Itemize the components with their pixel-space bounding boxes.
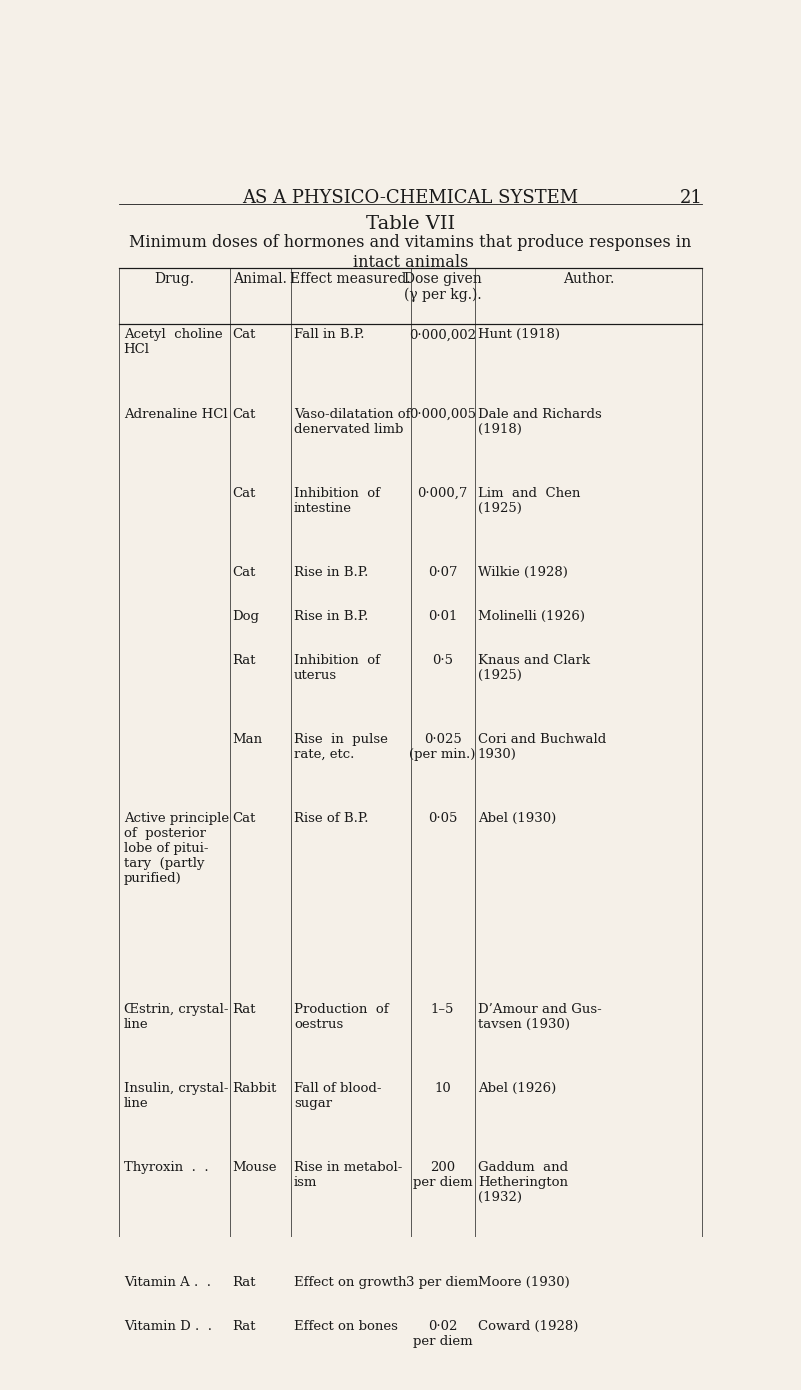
Text: Cat: Cat [233,566,256,580]
Text: Gaddum  and
Hetherington
(1932): Gaddum and Hetherington (1932) [478,1161,568,1204]
Text: Knaus and Clark
(1925): Knaus and Clark (1925) [478,653,590,681]
Text: 0·000,7: 0·000,7 [417,486,468,500]
Text: Rat: Rat [233,1319,256,1333]
Text: 3 per diem: 3 per diem [406,1276,479,1289]
Text: Effect measured.: Effect measured. [291,271,411,286]
Text: Adrenaline HCl: Adrenaline HCl [123,407,227,421]
Text: 21: 21 [679,189,702,207]
Text: Production  of
oestrus: Production of oestrus [294,1002,388,1031]
Text: 0·000,005: 0·000,005 [409,407,476,421]
Text: Vaso-dilatation of
denervated limb: Vaso-dilatation of denervated limb [294,407,410,435]
Text: Man: Man [233,733,263,746]
Text: Vitamin D .  .: Vitamin D . . [123,1319,211,1333]
Text: Inhibition  of
uterus: Inhibition of uterus [294,653,380,681]
Text: Rise  in  pulse
rate, etc.: Rise in pulse rate, etc. [294,733,388,760]
Text: Abel (1930): Abel (1930) [478,812,556,826]
Text: Wilkie (1928): Wilkie (1928) [478,566,568,580]
Text: 1–5: 1–5 [431,1002,454,1016]
Text: 0·5: 0·5 [432,653,453,667]
Text: Drug.: Drug. [154,271,194,286]
Text: 0·07: 0·07 [428,566,457,580]
Text: Rise in B.P.: Rise in B.P. [294,566,368,580]
Text: Fall of blood-
sugar: Fall of blood- sugar [294,1081,381,1109]
Text: Mouse: Mouse [233,1161,277,1175]
Text: 0·02
per diem: 0·02 per diem [413,1319,473,1347]
Text: Rise in B.P.: Rise in B.P. [294,610,368,623]
Text: Rat: Rat [233,653,256,667]
Text: Insulin, crystal-
line: Insulin, crystal- line [123,1081,228,1109]
Text: Minimum doses of hormones and vitamins that produce responses in
intact animals: Minimum doses of hormones and vitamins t… [129,235,692,271]
Text: 0·01: 0·01 [428,610,457,623]
Text: 10: 10 [434,1081,451,1095]
Text: Dose given
(γ per kg.).: Dose given (γ per kg.). [404,271,481,303]
Text: Rat: Rat [233,1276,256,1289]
Text: Dog: Dog [233,610,260,623]
Text: Cat: Cat [233,812,256,826]
Text: AS A PHYSICO-CHEMICAL SYSTEM: AS A PHYSICO-CHEMICAL SYSTEM [243,189,578,207]
Text: Cat: Cat [233,407,256,421]
Text: Effect on growth: Effect on growth [294,1276,406,1289]
Text: Rabbit: Rabbit [233,1081,277,1095]
Text: Fall in B.P.: Fall in B.P. [294,328,364,342]
Text: Moore (1930): Moore (1930) [478,1276,570,1289]
Text: Inhibition  of
intestine: Inhibition of intestine [294,486,380,514]
Text: D’Amour and Gus-
tavsen (1930): D’Amour and Gus- tavsen (1930) [478,1002,602,1031]
Text: Author.: Author. [563,271,614,286]
Text: 0·025
(per min.): 0·025 (per min.) [409,733,476,760]
Text: Animal.: Animal. [233,271,288,286]
Text: Abel (1926): Abel (1926) [478,1081,556,1095]
Text: Cat: Cat [233,328,256,342]
Text: Effect on bones: Effect on bones [294,1319,398,1333]
Text: Thyroxin  .  .: Thyroxin . . [123,1161,208,1175]
Text: 0·000,002: 0·000,002 [409,328,476,342]
Text: Œstrin, crystal-
line: Œstrin, crystal- line [123,1002,228,1031]
Text: 0·05: 0·05 [428,812,457,826]
Text: Cat: Cat [233,486,256,500]
Text: Rise in metabol-
ism: Rise in metabol- ism [294,1161,402,1188]
Text: Coward (1928): Coward (1928) [478,1319,578,1333]
Text: Molinelli (1926): Molinelli (1926) [478,610,585,623]
Text: Lim  and  Chen
(1925): Lim and Chen (1925) [478,486,580,514]
Text: Dale and Richards
(1918): Dale and Richards (1918) [478,407,602,435]
Text: Hunt (1918): Hunt (1918) [478,328,560,342]
Text: Rat: Rat [233,1002,256,1016]
Text: Table VII: Table VII [366,215,455,234]
Text: Active principle
of  posterior
lobe of pitui-
tary  (partly
purified): Active principle of posterior lobe of pi… [123,812,229,885]
Text: Acetyl  choline
HCl: Acetyl choline HCl [123,328,223,356]
Text: Vitamin A .  .: Vitamin A . . [123,1276,211,1289]
Text: 200
per diem: 200 per diem [413,1161,473,1188]
Text: Cori and Buchwald
1930): Cori and Buchwald 1930) [478,733,606,760]
Text: Rise of B.P.: Rise of B.P. [294,812,368,826]
